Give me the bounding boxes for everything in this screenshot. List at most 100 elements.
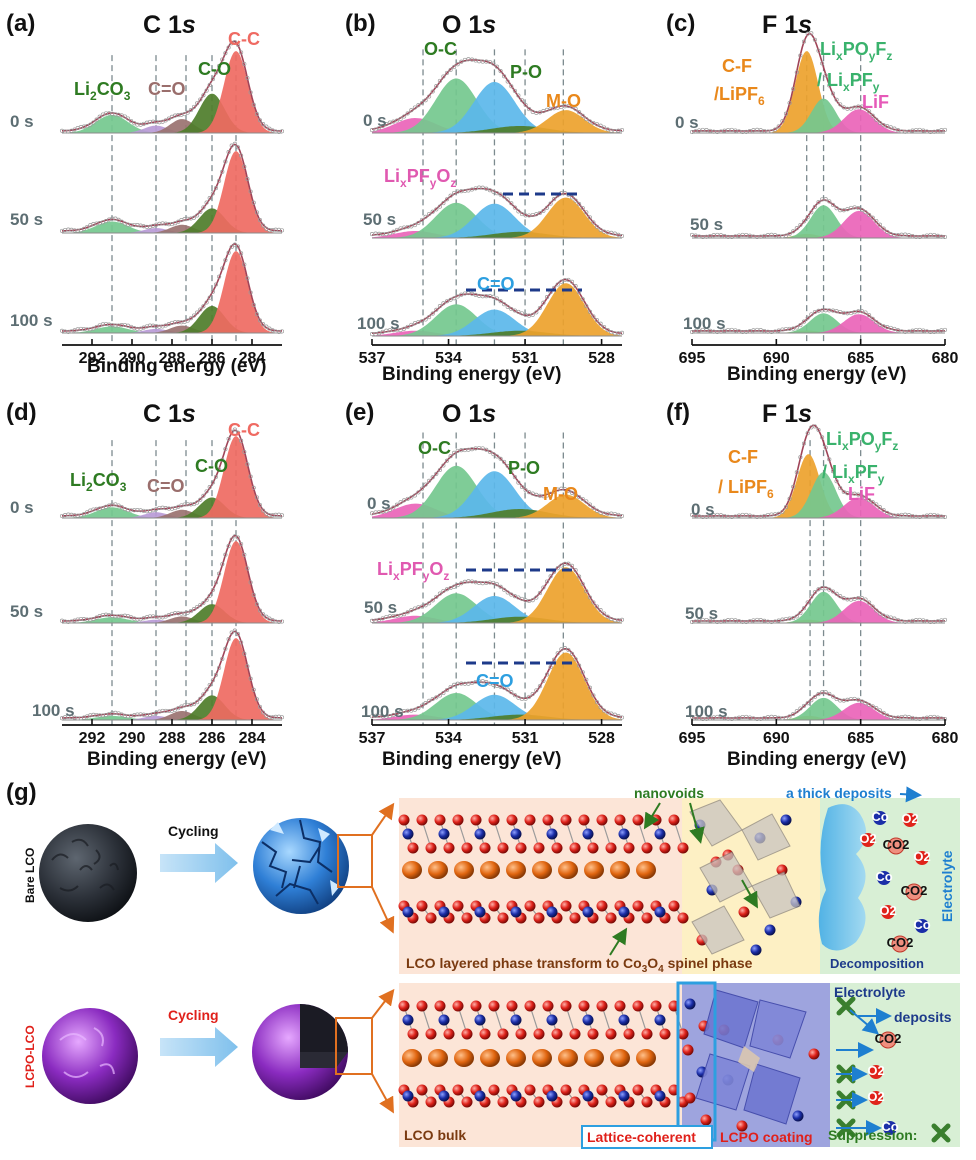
data-point: [491, 294, 496, 299]
data-point: [416, 220, 421, 225]
time-label: 50 s: [10, 602, 43, 621]
data-point: [798, 706, 803, 711]
data-point: [455, 294, 460, 299]
data-point: [573, 493, 578, 498]
cycled-lco-particle: [253, 818, 349, 914]
data-point: [530, 109, 535, 114]
raw-data-points: [59, 534, 285, 624]
oxygen-atom: [452, 814, 464, 826]
oxygen-atom: [551, 1028, 563, 1040]
data-point: [594, 508, 600, 513]
cobalt-atom: [474, 1090, 486, 1102]
cobalt-atom: [402, 1090, 414, 1102]
data-point: [448, 297, 453, 302]
data-point: [248, 474, 253, 479]
data-point: [580, 581, 585, 587]
peak-m-o: [372, 652, 622, 720]
data-point: [369, 511, 375, 516]
cobalt-atom: [618, 1090, 630, 1102]
data-point: [773, 619, 778, 624]
data-point: [566, 488, 571, 493]
data-point: [841, 596, 846, 601]
data-point: [845, 697, 850, 702]
data-point: [494, 454, 500, 459]
data-point: [942, 127, 948, 132]
data-point: [210, 678, 215, 683]
data-point: [776, 511, 781, 516]
panel-letter: (a): [6, 10, 35, 37]
data-point: [409, 224, 414, 229]
panel-c: (c) F 1s 695 690 685 680 C-F /LiPF6 LixPOyF…: [666, 10, 958, 385]
peak-c-o: [372, 596, 622, 623]
data-point: [527, 598, 532, 604]
data-point: [509, 690, 514, 695]
cobalt-atom: [582, 1014, 594, 1026]
data-point: [794, 470, 799, 475]
x-tick-label: 695: [679, 730, 706, 747]
data-point: [548, 201, 553, 206]
oxygen-atom: [736, 1120, 748, 1132]
data-point: [587, 685, 592, 690]
cycling-label: Cycling: [168, 823, 219, 839]
peak-li2co3: [62, 326, 282, 333]
data-point: [573, 657, 578, 662]
x-tick-label: 292: [79, 350, 106, 367]
data-point: [409, 708, 414, 713]
data-point: [251, 102, 256, 107]
data-point: [502, 685, 507, 690]
data-point: [783, 111, 789, 116]
peak-lixpoyfz-lixpfy: [692, 98, 945, 133]
data-point: [906, 619, 911, 624]
molecule-label: O2: [867, 1089, 884, 1104]
panel-e: (e) O 1s 537 534 531 528 O-C P-O M-O LixPFy…: [345, 399, 625, 770]
data-point: [747, 619, 752, 624]
data-point: [516, 93, 521, 98]
oxygen-atom: [425, 1096, 437, 1108]
data-point: [598, 321, 603, 326]
electrolyte-label: Electrolyte: [834, 984, 906, 1000]
panel-b: (b) O 1s 537 534 531 528 O-C P-O M-O LixPFy…: [345, 10, 625, 385]
data-point: [245, 566, 250, 571]
data-point: [587, 502, 592, 507]
cobalt-atom: [750, 944, 762, 956]
data-point: [223, 446, 228, 452]
data-point: [502, 74, 507, 79]
data-point: [544, 107, 550, 112]
data-point: [512, 594, 517, 599]
data-point: [892, 126, 897, 131]
data-point: [758, 514, 763, 519]
peak-c-o: [372, 309, 622, 336]
data-point: [801, 39, 807, 44]
data-point: [437, 693, 442, 698]
data-point: [498, 456, 503, 461]
data-point: [534, 310, 539, 315]
data-point: [441, 463, 446, 468]
x-tick-label: 286: [199, 730, 226, 747]
cobalt-atom: [510, 1014, 522, 1026]
data-point: [398, 116, 403, 121]
cobalt-atom: [684, 998, 696, 1010]
data-point: [874, 706, 879, 711]
data-point: [369, 232, 375, 237]
data-point: [733, 514, 738, 519]
panel-letter: (e): [345, 399, 374, 426]
peak-lif: [692, 211, 945, 238]
data-point: [801, 319, 807, 324]
oxygen-atom: [596, 1000, 608, 1012]
data-point: [81, 226, 87, 231]
data-point: [885, 510, 890, 515]
data-point: [452, 682, 457, 687]
x-tick-label: 288: [159, 350, 186, 367]
data-point: [519, 596, 525, 601]
data-point: [235, 430, 241, 435]
data-point: [798, 53, 803, 58]
data-point: [722, 513, 727, 519]
oxygen-atom: [569, 842, 581, 854]
oxygen-atom: [578, 1000, 590, 1012]
data-point: [391, 505, 396, 510]
data-point: [163, 614, 168, 619]
data-point: [881, 710, 886, 715]
lco-bulk-label: LCO bulk: [404, 1127, 466, 1143]
cobalt-atom: [402, 828, 414, 840]
data-point: [188, 609, 193, 614]
